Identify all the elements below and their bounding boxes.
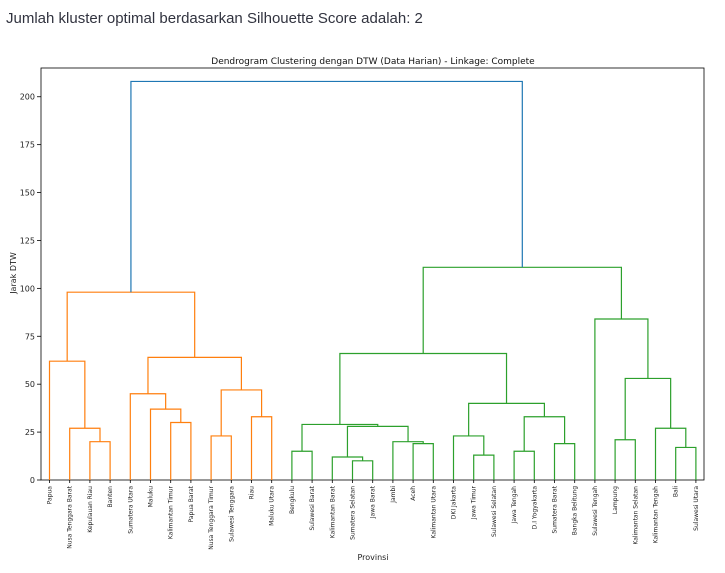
chart-title: Dendrogram Clustering dengan DTW (Data H… [211,57,535,67]
dendrogram-link [301,423,379,452]
dendrogram-link [129,393,167,480]
x-tick-label: Sulawesi Selatan [491,486,498,537]
dendrogram-link [422,266,623,354]
dendrogram-link [147,356,242,394]
y-axis-title: Jarak DTW [9,252,18,295]
dendrogram-link [614,439,636,480]
dendrogram-link [250,416,273,480]
dendrogram-link [513,450,535,480]
dendrogram-link [654,427,687,480]
dendrogram-link [170,421,192,480]
x-tick-label: Banten [107,486,114,508]
y-tick-label: 150 [20,189,35,198]
x-tick-label: Sulawesi Tenggara [228,486,235,542]
dendrogram-link [675,446,697,480]
dendrogram-link [412,442,434,480]
dendrogram-link [48,360,86,480]
x-tick-label: DKI Jakarta [451,486,458,520]
dendrogram-link [220,389,263,436]
y-tick-label: 0 [30,476,35,485]
x-tick-label: Bengkulu [289,486,296,514]
x-tick-label: Sumatera Utara [127,486,134,534]
dendrogram-chart: Dendrogram Clustering dengan DTW (Data H… [9,57,705,562]
x-tick-label: Riau [249,486,256,500]
y-tick-label: 75 [25,332,35,341]
dendrogram-link [339,352,508,425]
x-tick-label: Bali [673,486,680,497]
dendrogram-link [69,427,101,480]
y-tick-label: 175 [20,141,35,150]
dendrogram-link [210,435,232,480]
y-tick-label: 200 [20,93,35,102]
x-tick-label: Jawa Barat [370,485,377,519]
dendrogram-link [468,402,546,436]
x-tick-label: Kalimantan Utara [430,486,437,539]
dendrogram-link [351,460,374,480]
x-tick-label: Kalimantan Barat [329,485,336,538]
dendrogram-link [66,291,196,362]
plot-area-frame [40,67,705,481]
x-axis: Papua Nusa Tenggara Barat Kepulauan Riau Ba… [47,480,700,550]
x-tick-label: Bangka Belitung [572,486,579,535]
x-tick-label: Nusa Tenggara Barat [67,485,74,548]
dendrogram-link [594,318,649,480]
x-tick-label: Sulawesi Barat [309,485,316,530]
x-tick-label: Nusa Tenggara Timur [208,485,215,549]
dendrogram-link [523,416,566,452]
dendrogram-link [392,441,424,480]
x-tick-label: Jambi [390,486,397,504]
y-tick-label: 50 [25,380,35,389]
y-tick-label: 125 [20,236,35,245]
x-tick-label: Maluku [148,486,155,508]
dendrogram-link [291,450,313,480]
x-tick-label: Jawa Timur [471,485,478,520]
x-tick-label: Sulawesi Tengah [592,486,599,536]
x-tick-label: Lampung [612,486,619,514]
x-tick-label: Papua Barat [188,485,195,522]
optimal-cluster-result-text: Jumlah kluster optimal berdasarkan Silho… [6,10,423,27]
x-tick-label: Kalimantan Timur [168,485,175,539]
x-tick-label: Sumatera Selatan [350,486,357,540]
x-tick-label: Kepulauan Riau [87,486,94,533]
y-tick-label: 100 [20,284,35,293]
x-tick-label: Kalimantan Tengah [653,486,660,544]
dendrogram-link [553,442,576,480]
x-tick-label: Jawa Tengah [511,486,518,525]
x-tick-label: Sumatera Barat [552,485,559,533]
x-tick-label: D.I Yogyakarta [531,486,538,530]
x-tick-label: Aceh [410,486,417,501]
x-tick-label: Papua [47,486,54,505]
dendrogram-link [473,454,495,480]
dendrogram-branches [48,80,697,480]
x-tick-label: Sulawesi Utara [693,486,700,531]
dendrogram-link [452,435,485,480]
x-tick-label: Maluku Utara [269,486,276,526]
y-tick-label: 25 [25,428,35,437]
dendrogram-link [89,441,111,480]
dendrogram-link [149,408,182,480]
x-tick-label: Kalimantan Selatan [632,486,639,545]
dendrogram-link [624,377,672,440]
x-axis-title: Provinsi [357,553,388,562]
dendrogram-link [130,80,523,293]
y-axis: 0 25 50 75 100 125 150 175 200 [20,93,41,485]
